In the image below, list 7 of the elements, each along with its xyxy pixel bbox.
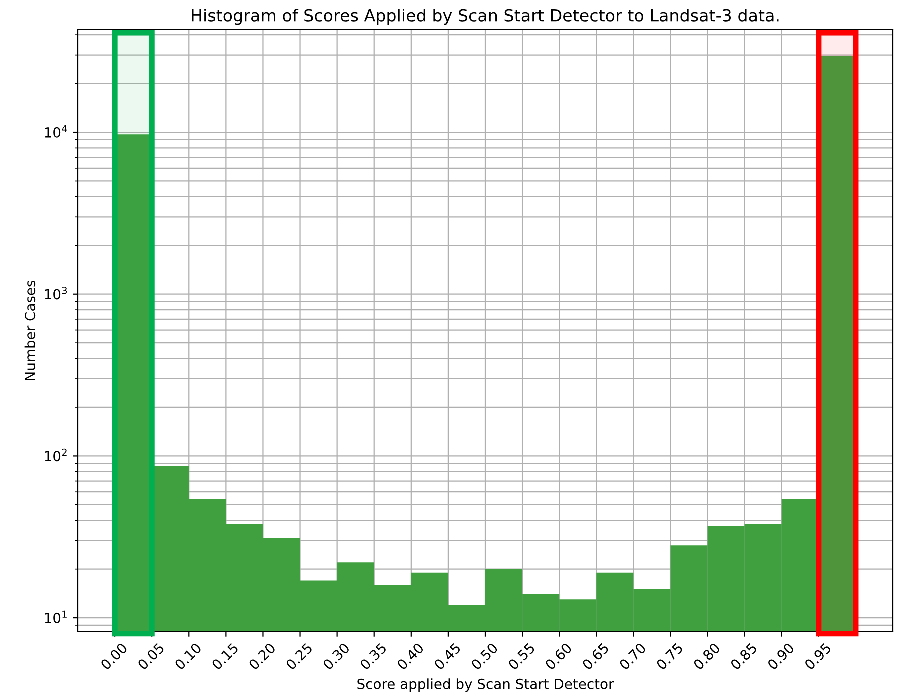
x-axis-title: Score applied by Scan Start Detector (358, 678, 614, 692)
chart-title: Histogram of Scores Applied by Scan Start Detector to Landsat-3 data. (192, 9, 779, 26)
y-axis-title: Number Cases (24, 280, 36, 380)
y-tick-label: 10$^{2}$ (45, 448, 67, 462)
y-tick-label: 10$^{1}$ (45, 610, 67, 624)
y-tick-label: 10$^{3}$ (45, 287, 68, 300)
y-tick-label: 10$^{4}$ (45, 125, 68, 138)
